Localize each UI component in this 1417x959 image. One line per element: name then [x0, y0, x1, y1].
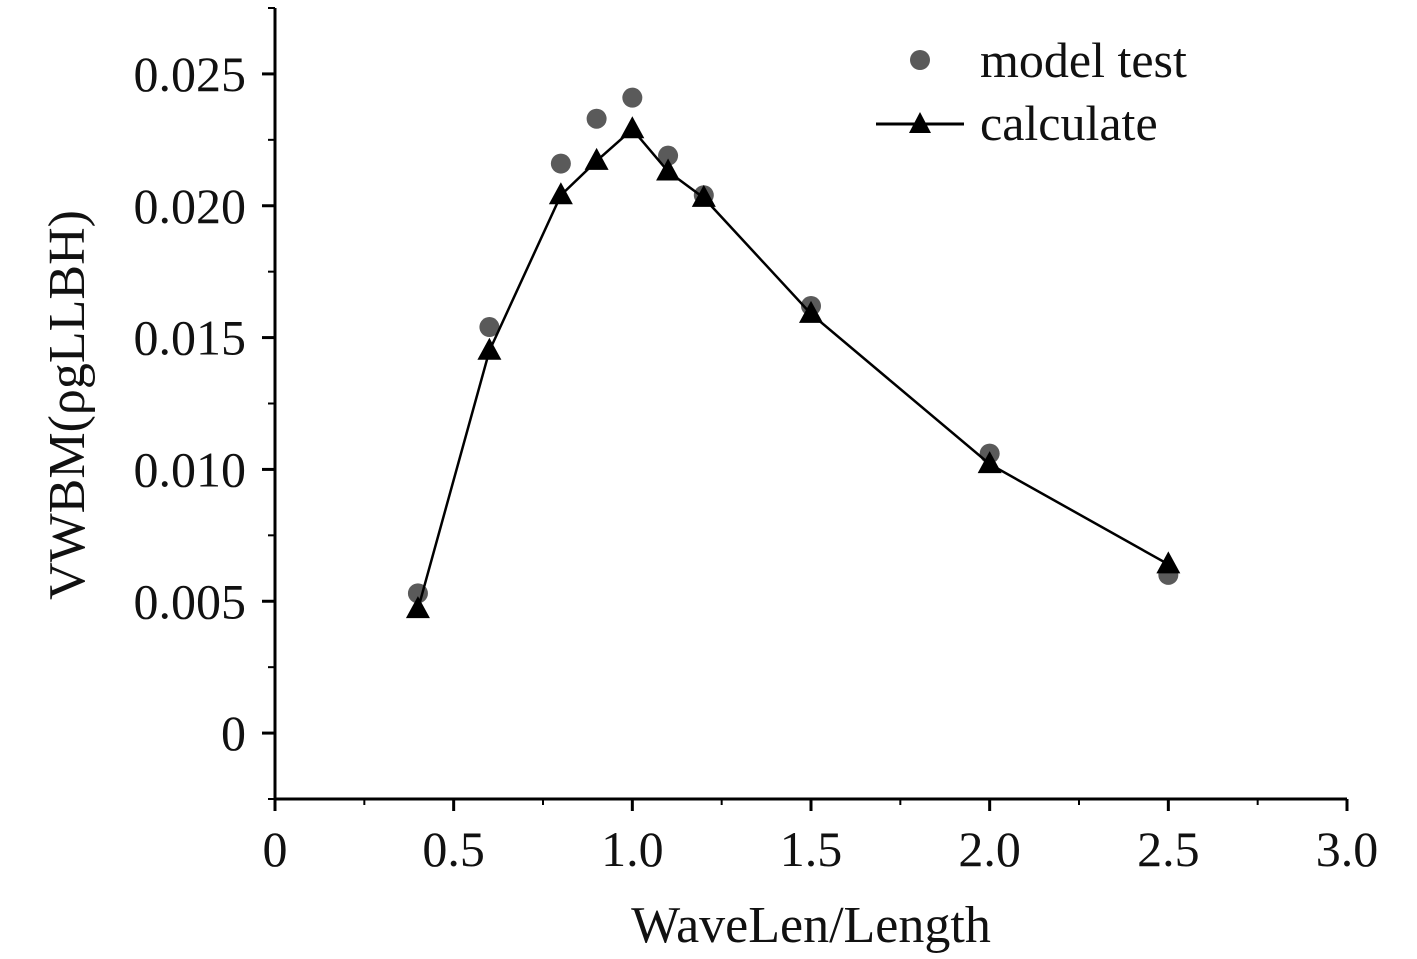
y-tick-label: 0.020 [134, 178, 247, 234]
y-axis-ticks: 0 0.005 0.010 0.015 0.020 0.025 [134, 7, 275, 800]
y-tick-label: 0 [221, 705, 246, 761]
x-tick-label: 3.0 [1316, 821, 1379, 877]
x-tick-label: 1.5 [780, 821, 843, 877]
x-tick-label: 0.5 [422, 821, 485, 877]
legend: model test calculate [876, 32, 1187, 151]
legend-model-test-marker [910, 50, 930, 70]
series-calculate [405, 116, 1181, 619]
model-test-point [658, 145, 679, 166]
model-test-point [550, 153, 571, 174]
x-axis-ticks: 0 0.5 1.0 1.5 2.0 2.5 3.0 [263, 799, 1379, 877]
calculate-point [405, 596, 430, 619]
x-tick-label: 2.5 [1137, 821, 1200, 877]
calculate-point [620, 116, 645, 139]
y-tick-label: 0.025 [134, 46, 247, 102]
x-tick-label: 0 [263, 821, 288, 877]
calculate-point [477, 337, 502, 360]
calculate-point [1156, 551, 1181, 574]
x-tick-label: 1.0 [601, 821, 664, 877]
calculate-point [656, 158, 681, 181]
model-test-point [586, 108, 607, 129]
y-tick-label: 0.005 [134, 573, 247, 629]
series-model-test [407, 87, 1179, 604]
calculate-line [416, 127, 1169, 610]
model-test-point [622, 87, 643, 108]
series-layer [405, 87, 1181, 619]
plot-area: 0 0.5 1.0 1.5 2.0 2.5 3.0 0 0.005 0.010 0.015 0.02… [134, 7, 1379, 877]
model-test-point [479, 317, 500, 338]
y-tick-label: 0.015 [134, 310, 247, 366]
calculate-point [691, 184, 716, 207]
x-tick-label: 2.0 [958, 821, 1021, 877]
calculate-point [584, 147, 609, 170]
y-tick-label: 0.010 [134, 441, 247, 497]
y-axis-title: VWBM(ρgLLBH) [39, 210, 96, 600]
x-axis-title: WaveLen/Length [631, 897, 991, 954]
calculate-point [548, 182, 573, 205]
legend-calculate-label: calculate [980, 95, 1158, 151]
calculate-point [799, 300, 823, 323]
legend-model-test-label: model test [980, 32, 1187, 88]
legend-calculate-marker [909, 112, 931, 133]
calculate-point [977, 451, 1002, 474]
